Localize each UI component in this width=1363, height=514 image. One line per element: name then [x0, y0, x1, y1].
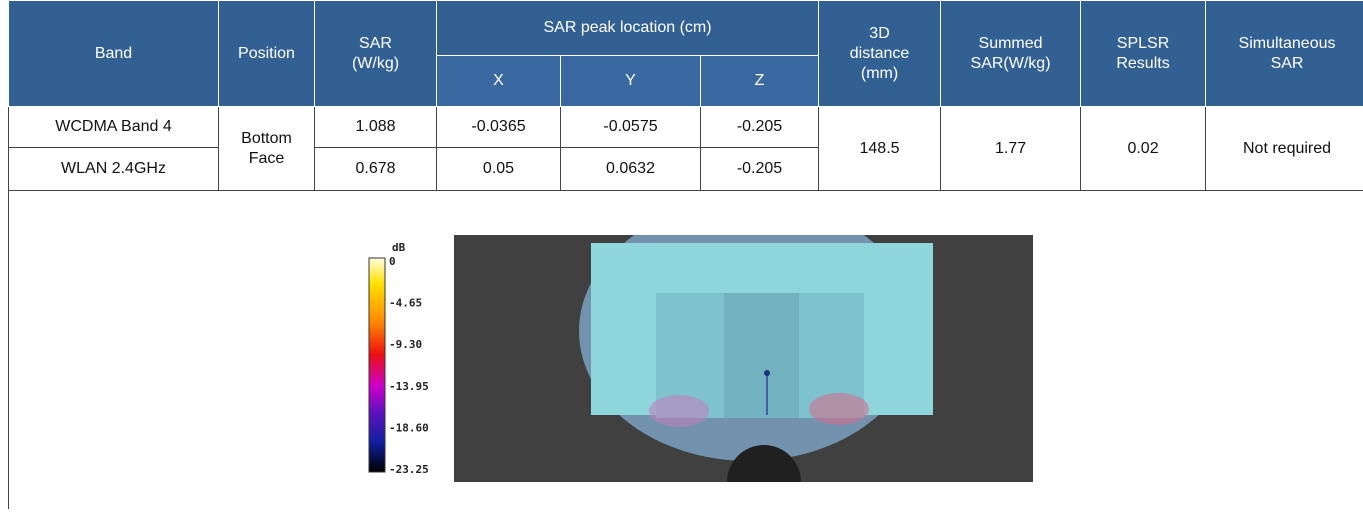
cell: -0.205: [701, 107, 819, 148]
colorbar-label: -9.30: [389, 338, 422, 351]
row: WCDMA Band 4 Bottom Face 1.088 -0.0365 -…: [9, 107, 1363, 148]
figure: dB 0 -4.65 -9.30 -13.95 -18.60 -23.25: [8, 191, 1363, 509]
colorbar-unit: dB: [392, 241, 406, 254]
cell: WLAN 2.4GHz: [9, 148, 219, 191]
cell: 0.02: [1081, 107, 1206, 191]
header-cell: Position: [219, 1, 315, 107]
header-cell: Band: [9, 1, 219, 107]
cell: -0.205: [701, 148, 819, 191]
cell: -0.0365: [437, 107, 561, 148]
sar-plot: dB 0 -4.65 -9.30 -13.95 -18.60 -23.25: [9, 191, 1363, 509]
cell: WCDMA Band 4: [9, 107, 219, 148]
cell: 1.77: [941, 107, 1081, 191]
header-cell: X: [437, 56, 561, 107]
header-row: Band Position SAR (W/kg) SAR peak locati…: [9, 1, 1363, 56]
header-cell: Summed SAR(W/kg): [941, 1, 1081, 107]
colorbar: [369, 258, 385, 472]
sar-table: Band Position SAR (W/kg) SAR peak locati…: [8, 0, 1363, 191]
header-cell: 3D distance (mm): [819, 1, 941, 107]
header-cell: Simultaneous SAR: [1206, 1, 1363, 107]
colorbar-label: 0: [389, 255, 396, 268]
header-cell: Y: [561, 56, 701, 107]
cell: Not required: [1206, 107, 1363, 191]
cell: 0.678: [315, 148, 437, 191]
colorbar-label: -4.65: [389, 297, 422, 310]
cell: 148.5: [819, 107, 941, 191]
cell: 1.088: [315, 107, 437, 148]
header-cell: Z: [701, 56, 819, 107]
colorbar-label: -18.60: [389, 421, 429, 434]
header-cell: SAR peak location (cm): [437, 1, 819, 56]
cell: -0.0575: [561, 107, 701, 148]
colorbar-labels: 0 -4.65 -9.30 -13.95 -18.60 -23.25: [389, 255, 429, 476]
colorbar-label: -23.25: [389, 463, 429, 476]
cell: 0.0632: [561, 148, 701, 191]
cell: 0.05: [437, 148, 561, 191]
cell: Bottom Face: [219, 107, 315, 191]
header-cell: SAR (W/kg): [315, 1, 437, 107]
header-cell: SPLSR Results: [1081, 1, 1206, 107]
colorbar-label: -13.95: [389, 380, 429, 393]
